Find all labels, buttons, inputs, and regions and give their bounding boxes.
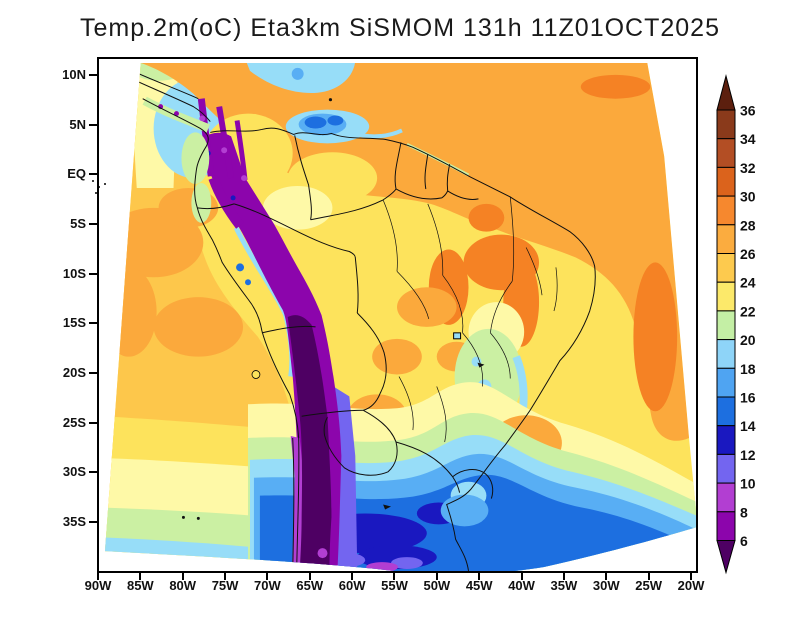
y-axis-tick xyxy=(89,74,97,76)
y-axis-tick xyxy=(89,322,97,324)
y-axis-label: EQ xyxy=(52,166,86,182)
colorbar-tick-label: 34 xyxy=(740,131,756,147)
x-axis-label: 55W xyxy=(373,578,415,593)
colorbar-tick-label: 16 xyxy=(740,390,756,406)
colorbar-arrow-below xyxy=(717,541,735,573)
y-axis-label: 5S xyxy=(52,216,86,232)
colorbar-tick-label: 18 xyxy=(740,361,756,377)
colorbar-segment xyxy=(717,282,735,311)
colorbar-segment xyxy=(717,483,735,512)
colorbar-tick-label: 28 xyxy=(740,217,756,233)
colorbar-segment xyxy=(717,311,735,340)
x-axis-label: 20W xyxy=(670,578,712,593)
figure-title: Temp.2m(oC) Eta3km SiSMOM 131h 11Z01OCT2… xyxy=(80,14,720,43)
colorbar-segment xyxy=(717,254,735,283)
x-axis-label: 35W xyxy=(543,578,585,593)
y-axis-tick xyxy=(89,223,97,225)
island-dot xyxy=(92,180,94,182)
colorbar-tick-label: 8 xyxy=(740,504,748,520)
y-axis-tick xyxy=(89,372,97,374)
colorbar-tick-label: 14 xyxy=(740,418,756,434)
y-axis-label: 5N xyxy=(52,117,86,133)
colorbar-segment xyxy=(717,397,735,426)
map-frame xyxy=(97,57,698,573)
y-axis-tick xyxy=(89,422,97,424)
colorbar-tick-label: 10 xyxy=(740,476,756,492)
y-axis-tick xyxy=(89,173,97,175)
colorbar-segment xyxy=(717,225,735,254)
colorbar-tick-label: 32 xyxy=(740,160,756,176)
colorbar-tick-label: 22 xyxy=(740,303,756,319)
x-axis-label: 90W xyxy=(77,578,119,593)
island-dot xyxy=(98,186,100,188)
colorbar-tick-label: 30 xyxy=(740,189,756,205)
y-axis-label: 30S xyxy=(52,464,86,480)
colorbar-tick-label: 6 xyxy=(740,533,748,549)
x-axis-label: 75W xyxy=(204,578,246,593)
colorbar-segment xyxy=(717,196,735,225)
island-dot xyxy=(104,183,106,185)
colorbar-tick-label: 24 xyxy=(740,275,756,291)
x-axis-label: 25W xyxy=(628,578,670,593)
colorbar-segment xyxy=(717,368,735,397)
y-axis-label: 10N xyxy=(52,67,86,83)
colorbar-segment xyxy=(717,167,735,196)
y-axis-tick xyxy=(89,471,97,473)
x-axis-label: 60W xyxy=(331,578,373,593)
island-dot xyxy=(95,192,97,194)
y-axis-label: 15S xyxy=(52,315,86,331)
colorbar-segment xyxy=(717,454,735,483)
colorbar-segment xyxy=(717,512,735,541)
x-axis-label: 50W xyxy=(416,578,458,593)
x-axis-label: 70W xyxy=(246,578,288,593)
y-axis-label: 20S xyxy=(52,365,86,381)
colorbar-tick-label: 12 xyxy=(740,447,756,463)
y-axis-tick xyxy=(89,124,97,126)
temperature-colorbar: 36 34 32 30 28 26 24 22 20 18 16 14 12 10 8 6 xyxy=(704,70,768,582)
y-axis-label: 35S xyxy=(52,514,86,530)
colorbar-tick-label: 26 xyxy=(740,246,756,262)
weather-map-figure: Temp.2m(oC) Eta3km SiSMOM 131h 11Z01OCT2… xyxy=(0,0,800,618)
y-axis-tick xyxy=(89,521,97,523)
colorbar-segment xyxy=(717,426,735,455)
colorbar-tick-label: 36 xyxy=(740,103,756,119)
x-axis-label: 85W xyxy=(119,578,161,593)
y-axis-label: 10S xyxy=(52,266,86,282)
x-axis-label: 80W xyxy=(162,578,204,593)
x-axis-label: 65W xyxy=(289,578,331,593)
south-america-temperature-map xyxy=(99,59,696,571)
colorbar-segment xyxy=(717,340,735,369)
x-axis-label: 45W xyxy=(458,578,500,593)
colorbar-tick-label: 20 xyxy=(740,332,756,348)
x-axis-label: 40W xyxy=(501,578,543,593)
colorbar-segment xyxy=(717,110,735,139)
y-axis-label: 25S xyxy=(52,415,86,431)
colorbar-arrow-above xyxy=(717,76,735,110)
colorbar-segment xyxy=(717,139,735,168)
y-axis-tick xyxy=(89,273,97,275)
x-axis-label: 30W xyxy=(585,578,627,593)
